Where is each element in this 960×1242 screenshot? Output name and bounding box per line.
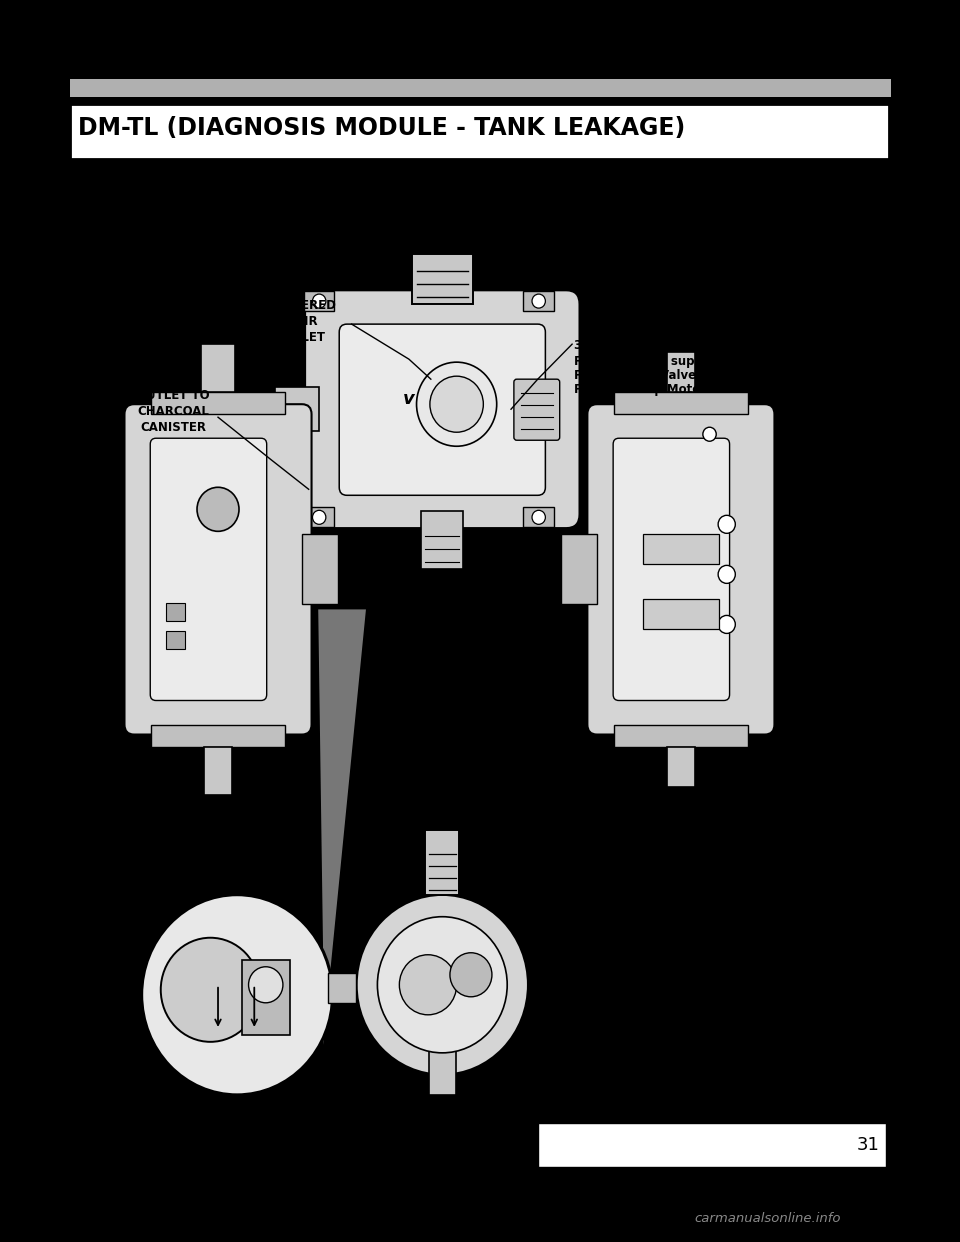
Bar	[666, 353, 695, 392]
Bar	[70, 79, 891, 97]
Bar	[304, 291, 334, 310]
Text: ally replace the current vacuum LDP on all vehicles.: ally replace the current vacuum LDP on a…	[78, 219, 459, 233]
Circle shape	[160, 938, 260, 1042]
FancyBboxPatch shape	[151, 438, 267, 700]
Bar	[327, 972, 356, 1002]
Text: DM-TL (DIAGNOSIS MODULE - TANK LEAKAGE): DM-TL (DIAGNOSIS MODULE - TANK LEAKAGE)	[78, 116, 685, 140]
Bar	[561, 534, 597, 605]
Bar	[614, 724, 748, 746]
Bar	[152, 724, 285, 746]
Circle shape	[532, 510, 545, 524]
Circle shape	[356, 894, 528, 1074]
Text: CHANGE OVER
VALVE: CHANGE OVER VALVE	[642, 985, 738, 1013]
Circle shape	[377, 917, 507, 1053]
Circle shape	[450, 953, 492, 997]
Text: The pump is manufactured by Bosch to BMW specifications.: The pump is manufactured by Bosch to BMW…	[78, 250, 517, 265]
Polygon shape	[318, 610, 366, 1045]
Circle shape	[399, 955, 457, 1015]
Circle shape	[417, 363, 496, 446]
Bar	[152, 392, 285, 415]
Circle shape	[718, 515, 735, 533]
Bar	[412, 255, 473, 304]
Bar	[643, 534, 719, 564]
Circle shape	[313, 294, 325, 308]
Text: INTRODUCTION: INTRODUCTION	[78, 174, 232, 193]
Text: Pin 3 = Pump Motor Control: Pin 3 = Pump Motor Control	[574, 384, 759, 396]
Text: 31: 31	[856, 1136, 879, 1154]
Bar	[204, 746, 232, 795]
Circle shape	[703, 427, 716, 441]
Text: FILTERED
AIR
INLET: FILTERED AIR INLET	[276, 299, 337, 344]
Circle shape	[718, 616, 735, 633]
Bar	[70, 104, 889, 159]
Bar	[643, 600, 719, 630]
Text: Bosch ECMs identify the electrical function of the pump as DM-TL.: Bosch ECMs identify the electrical funct…	[99, 274, 582, 289]
Circle shape	[313, 510, 325, 524]
Text: A new Fuel System Leak Diagnosis Pump is equipped on the X5.   The pump will eve: A new Fuel System Leak Diagnosis Pump is…	[78, 202, 726, 219]
Text: CHANGE OVER: CHANGE OVER	[178, 1098, 274, 1110]
Bar	[165, 604, 184, 621]
Text: Pin 2 = Vent Valve Control: Pin 2 = Vent Valve Control	[574, 369, 749, 383]
FancyBboxPatch shape	[339, 324, 545, 496]
Circle shape	[249, 966, 283, 1002]
Circle shape	[142, 894, 332, 1095]
FancyBboxPatch shape	[613, 438, 730, 700]
Bar	[538, 1123, 886, 1167]
Text: v: v	[403, 390, 415, 409]
Text: 3 PIN CONNECTOR: 3 PIN CONNECTOR	[574, 339, 703, 353]
Bar	[429, 1049, 456, 1095]
FancyBboxPatch shape	[305, 291, 580, 528]
Circle shape	[718, 565, 735, 584]
Bar	[421, 512, 464, 569]
Bar	[242, 960, 290, 1035]
FancyBboxPatch shape	[125, 404, 312, 734]
Bar	[614, 392, 748, 415]
Circle shape	[197, 487, 239, 532]
Text: PUMP: PUMP	[361, 1098, 399, 1110]
Bar	[523, 507, 554, 528]
Bar	[302, 534, 338, 605]
Text: MOTOR/
PUMP
(INTERNAL): MOTOR/ PUMP (INTERNAL)	[613, 879, 691, 925]
Bar	[165, 631, 184, 650]
Text: carmanualsonline.info: carmanualsonline.info	[695, 1212, 841, 1225]
Bar	[425, 830, 460, 894]
Text: OUTLET TO
CHARCOAL
CANISTER: OUTLET TO CHARCOAL CANISTER	[136, 389, 210, 435]
Bar	[276, 388, 319, 431]
Circle shape	[430, 376, 483, 432]
Text: Pin 1 = Power supply: Pin 1 = Power supply	[574, 355, 714, 368]
Bar	[523, 291, 554, 310]
Bar	[201, 344, 235, 392]
Bar	[666, 746, 695, 786]
Circle shape	[532, 294, 545, 308]
Bar	[304, 507, 334, 528]
Text: •: •	[84, 274, 94, 292]
FancyBboxPatch shape	[588, 404, 775, 734]
FancyBboxPatch shape	[514, 379, 560, 440]
Text: DETAILED
VIEW: DETAILED VIEW	[189, 869, 252, 899]
